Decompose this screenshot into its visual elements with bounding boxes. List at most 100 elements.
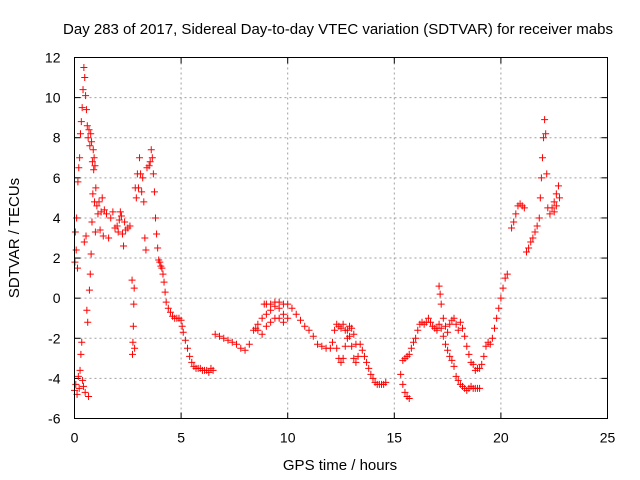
data-point [100, 206, 108, 214]
data-point [446, 352, 454, 360]
data-point [74, 178, 82, 186]
data-point [354, 352, 362, 360]
data-point [339, 354, 347, 362]
data-point [150, 188, 158, 196]
data-point [129, 338, 137, 346]
data-point [220, 334, 228, 342]
data-point [441, 340, 449, 348]
data-point [546, 210, 554, 218]
data-point [439, 314, 447, 322]
data-point [177, 316, 185, 324]
data-point [363, 358, 371, 366]
data-point [178, 322, 186, 330]
data-point [209, 366, 217, 374]
data-point [454, 326, 462, 334]
data-point [113, 222, 121, 230]
data-point [96, 226, 104, 234]
data-point [85, 286, 93, 294]
data-point [448, 356, 456, 364]
data-point [186, 352, 194, 360]
data-point [79, 86, 87, 94]
data-point [537, 174, 545, 182]
data-point [131, 344, 139, 352]
data-point [154, 244, 162, 252]
data-point [81, 74, 89, 82]
data-point [81, 388, 89, 396]
data-point [436, 290, 444, 298]
data-point [456, 318, 464, 326]
data-point [296, 316, 304, 324]
data-point [437, 300, 445, 308]
data-point [488, 334, 496, 342]
data-point [181, 336, 189, 344]
data-point [435, 320, 443, 328]
data-point [367, 370, 375, 378]
data-point [159, 270, 167, 278]
data-point [444, 328, 452, 336]
data-point [427, 318, 435, 326]
data-point [318, 342, 326, 350]
data-point [82, 232, 90, 240]
data-point [503, 270, 511, 278]
y-axis-label: SDTVAR / TECUs [6, 178, 23, 298]
data-point [550, 198, 558, 206]
data-point [343, 326, 351, 334]
data-point [469, 360, 477, 368]
data-point [90, 166, 98, 174]
data-point [497, 294, 505, 302]
data-point [158, 264, 166, 272]
data-point [83, 306, 91, 314]
data-point [508, 224, 516, 232]
x-axis-label: GPS time / hours [283, 457, 397, 474]
data-point [478, 360, 486, 368]
data-point [109, 208, 117, 216]
data-point [91, 228, 99, 236]
data-point [164, 304, 172, 312]
data-point [552, 202, 560, 210]
data-point [454, 376, 462, 384]
data-point [126, 222, 134, 230]
data-point [382, 378, 390, 386]
data-point [262, 310, 270, 318]
data-point [360, 352, 368, 360]
data-point [116, 208, 124, 216]
data-point [414, 326, 422, 334]
data-point [211, 330, 219, 338]
data-point [437, 324, 445, 332]
data-point [501, 274, 509, 282]
data-point [309, 332, 317, 340]
data-point [152, 214, 160, 222]
data-point [117, 212, 125, 220]
data-point [452, 320, 460, 328]
data-point [105, 234, 113, 242]
data-point [241, 346, 249, 354]
data-point [254, 320, 262, 328]
data-point [337, 324, 345, 332]
data-point [446, 320, 454, 328]
data-point [463, 342, 471, 350]
data-point [556, 194, 564, 202]
data-point [134, 184, 142, 192]
data-point [540, 134, 548, 142]
data-point [161, 288, 169, 296]
data-point [548, 204, 556, 212]
data-point [326, 344, 334, 352]
x-tick-label: 15 [387, 430, 403, 446]
data-point [130, 300, 138, 308]
data-point [533, 222, 541, 230]
data-point [424, 314, 432, 322]
data-point [358, 346, 366, 354]
data-point [552, 190, 560, 198]
data-point [115, 216, 123, 224]
x-tick-label: 0 [71, 430, 79, 446]
data-point [267, 306, 275, 314]
x-tick-label: 10 [280, 430, 296, 446]
data-point [301, 322, 309, 330]
data-point [141, 234, 149, 242]
data-point [76, 154, 84, 162]
data-point [339, 320, 347, 328]
data-point [179, 328, 187, 336]
data-point [73, 264, 81, 272]
data-point [147, 146, 155, 154]
data-point [102, 210, 110, 218]
